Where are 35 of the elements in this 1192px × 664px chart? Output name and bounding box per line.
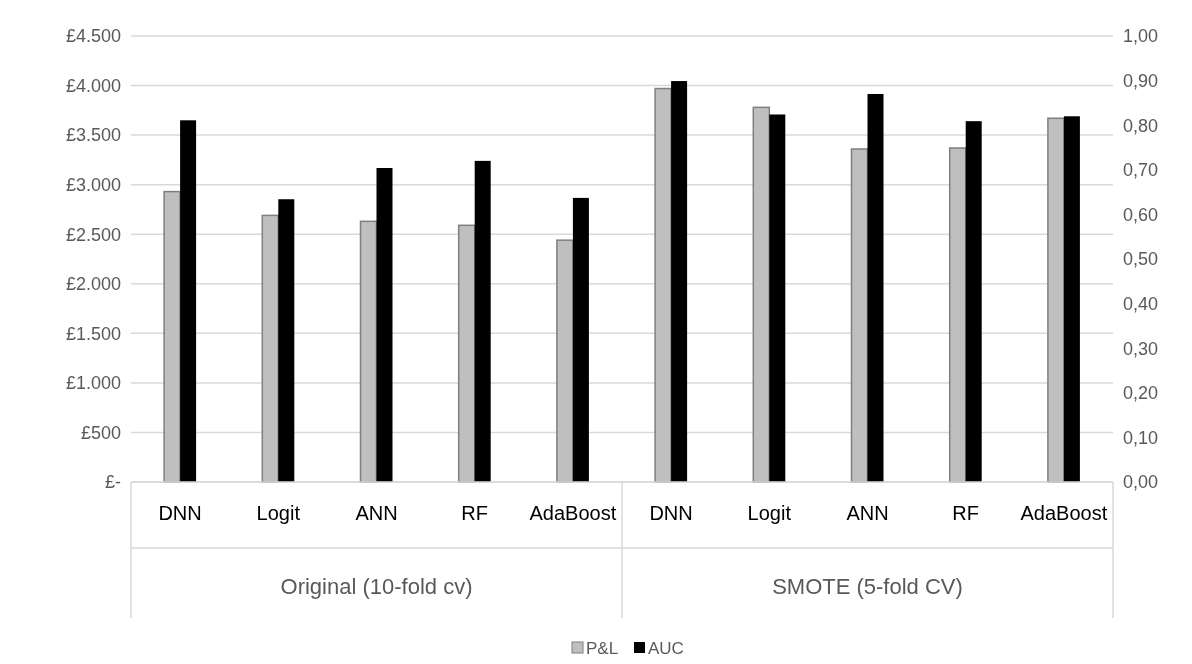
text: SMOTE (5-fold CV) [772,574,963,599]
y2-tick-label: 0,80 [1123,115,1159,136]
y-tick-label: £1.000 [65,373,121,394]
x-tick-label: AdaBoost [529,502,617,524]
y-tick-label: £4.000 [65,75,121,96]
y2-tick-label: 0,90 [1123,70,1159,91]
x-tick-label: RF [952,502,980,524]
y2-tick-label: 0,70 [1123,160,1159,181]
y-tick-label: £4.500 [65,26,121,47]
x-tick-label: DNN [649,502,693,524]
y-tick-label: £3.500 [65,125,121,146]
y2-tick-label: 0,60 [1123,204,1159,225]
x-tick-label: ANN [846,502,889,524]
y2-tick-label: 1,00 [1123,26,1159,47]
legend-label: AUC [648,638,684,658]
y2-tick-label: 0,30 [1123,338,1159,359]
y-tick-label: £2.000 [65,274,121,295]
x-tick-label: RF [461,502,489,524]
y2-tick-label: 0,50 [1123,249,1159,270]
text: Original (10-fold cv) [280,574,473,599]
y-tick-label: £500 [80,422,121,443]
y2-tick-label: 0,20 [1123,383,1159,404]
y-tick-label: £2.500 [65,224,121,245]
x-tick-label: Logit [256,502,301,524]
x-tick-label: AdaBoost [1020,502,1108,524]
y-tick-label: £- [104,472,121,493]
y2-tick-label: 0,10 [1123,427,1159,448]
y-tick-label: £1.500 [65,323,121,344]
x-tick-label: ANN [355,502,398,524]
x-tick-label: Logit [747,502,792,524]
y-tick-label: £3.000 [65,174,121,195]
x-tick-label: DNN [158,502,202,524]
y2-tick-label: 0,40 [1123,293,1159,314]
y2-tick-label: 0,00 [1123,472,1159,493]
legend-label: P&L [586,638,619,658]
